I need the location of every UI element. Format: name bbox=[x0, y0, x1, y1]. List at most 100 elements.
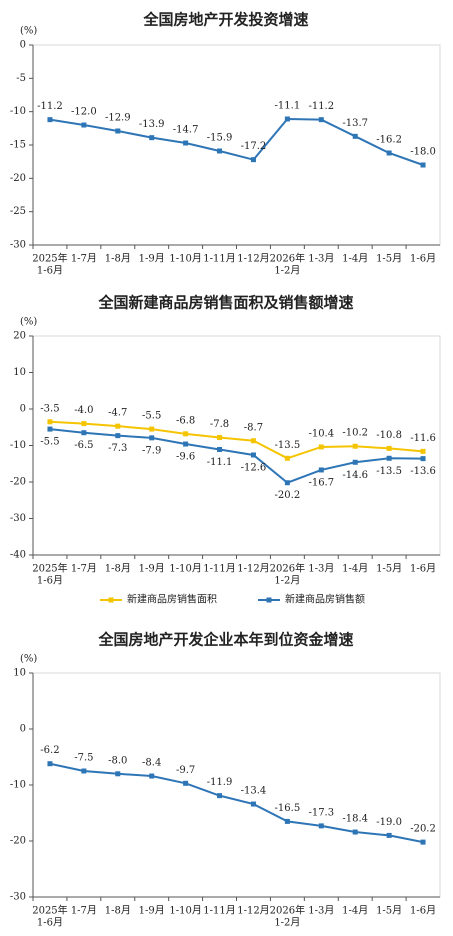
value-label: -17.2 bbox=[241, 141, 267, 152]
x-tick-label: 1-4月 bbox=[342, 563, 368, 575]
point bbox=[318, 117, 324, 123]
point bbox=[352, 829, 358, 835]
point bbox=[115, 128, 121, 134]
x-tick-label: 2025年 bbox=[32, 252, 67, 265]
x-tick-label: 1-7月 bbox=[71, 253, 97, 265]
x-tick-label: 2026年 bbox=[270, 252, 305, 265]
point bbox=[217, 148, 223, 154]
point bbox=[217, 447, 223, 453]
x-tick-label: 1-11月 bbox=[203, 563, 235, 575]
value-label: -8.7 bbox=[244, 422, 263, 433]
value-label: -4.0 bbox=[74, 405, 93, 416]
x-tick-label: 1-6月 bbox=[37, 575, 63, 587]
point bbox=[352, 443, 358, 449]
legend-marker bbox=[266, 597, 272, 603]
point bbox=[149, 426, 155, 432]
point bbox=[420, 456, 426, 462]
value-label: -9.7 bbox=[176, 765, 195, 776]
point bbox=[386, 150, 392, 156]
x-tick-label: 1-2月 bbox=[274, 917, 300, 929]
x-tick-label: 2026年 bbox=[270, 562, 305, 575]
value-label: -14.7 bbox=[173, 125, 199, 136]
value-label: -12.0 bbox=[71, 107, 97, 118]
y-tick-label: 0 bbox=[20, 40, 26, 51]
x-tick-label: 1-10月 bbox=[169, 905, 201, 917]
point bbox=[183, 780, 189, 786]
point bbox=[47, 419, 53, 425]
value-label: -16.5 bbox=[275, 803, 301, 814]
x-tick-label: 1-4月 bbox=[342, 253, 368, 265]
x-tick-label: 1-2月 bbox=[274, 575, 300, 587]
series-line bbox=[49, 117, 424, 166]
point bbox=[284, 818, 290, 824]
value-label: -11.2 bbox=[308, 101, 334, 112]
point bbox=[47, 761, 53, 767]
x-tick-label: 1-10月 bbox=[169, 253, 201, 265]
point bbox=[250, 801, 256, 807]
value-label: -4.7 bbox=[108, 408, 127, 419]
x-tick-label: 1-6月 bbox=[410, 563, 436, 575]
value-label: -5.5 bbox=[142, 411, 161, 422]
value-label: -10.4 bbox=[308, 428, 334, 439]
x-tick-label: 2025年 bbox=[32, 904, 67, 917]
x-tick-label: 1-2月 bbox=[274, 265, 300, 277]
chart-title: 全国房地产开发企业本年到位资金增速 bbox=[97, 631, 353, 649]
point bbox=[318, 467, 324, 473]
y-tick-label: -20 bbox=[10, 836, 26, 847]
point bbox=[250, 157, 256, 163]
point bbox=[420, 162, 426, 168]
y-tick-label: -30 bbox=[10, 892, 26, 903]
chart-title: 全国房地产开发投资增速 bbox=[142, 11, 308, 29]
y-tick-label: -25 bbox=[10, 206, 26, 217]
value-label: -13.4 bbox=[241, 786, 267, 797]
x-tick-label: 1-7月 bbox=[71, 905, 97, 917]
plot-frame bbox=[32, 335, 441, 556]
value-label: -6.8 bbox=[176, 415, 195, 426]
point bbox=[149, 435, 155, 441]
value-label: -13.6 bbox=[410, 466, 436, 477]
y-unit: (%) bbox=[20, 654, 37, 665]
point bbox=[217, 434, 223, 440]
point bbox=[47, 426, 53, 432]
x-tick-label: 1-12月 bbox=[237, 563, 269, 575]
value-label: -8.4 bbox=[142, 758, 161, 769]
series-line bbox=[49, 428, 424, 484]
value-label: -17.3 bbox=[308, 807, 334, 818]
value-label: -11.6 bbox=[410, 433, 436, 444]
point bbox=[420, 839, 426, 845]
legend-label: 新建商品房销售额 bbox=[285, 593, 365, 606]
x-tick-label: 1-3月 bbox=[308, 563, 334, 575]
point bbox=[386, 445, 392, 451]
x-tick-label: 1-6月 bbox=[37, 917, 63, 929]
x-tick-label: 1-8月 bbox=[105, 563, 131, 575]
y-tick-label: -5 bbox=[16, 73, 26, 84]
point bbox=[284, 480, 290, 486]
value-label: -6.5 bbox=[74, 440, 93, 451]
point bbox=[115, 433, 121, 439]
value-label: -16.2 bbox=[376, 135, 402, 146]
point bbox=[183, 441, 189, 447]
point bbox=[183, 431, 189, 437]
x-tick-label: 1-11月 bbox=[203, 905, 235, 917]
point bbox=[250, 452, 256, 458]
x-tick-label: 1-5月 bbox=[376, 905, 402, 917]
x-tick-label: 1-3月 bbox=[308, 253, 334, 265]
point bbox=[318, 823, 324, 829]
x-tick-label: 1-5月 bbox=[376, 563, 402, 575]
x-tick-label: 1-11月 bbox=[203, 253, 235, 265]
value-label: -13.7 bbox=[342, 118, 368, 129]
value-label: -11.9 bbox=[207, 777, 233, 788]
x-tick-label: 1-3月 bbox=[308, 905, 334, 917]
legend-label: 新建商品房销售面积 bbox=[127, 593, 217, 606]
series-line bbox=[49, 762, 424, 844]
value-label: -11.1 bbox=[207, 457, 233, 468]
value-label: -20.2 bbox=[410, 824, 436, 835]
point bbox=[149, 773, 155, 779]
legend-marker bbox=[108, 597, 114, 603]
point bbox=[284, 455, 290, 461]
point bbox=[352, 133, 358, 139]
point bbox=[318, 444, 324, 450]
point bbox=[81, 421, 87, 427]
value-label: -18.4 bbox=[342, 814, 368, 825]
y-tick-label: -10 bbox=[10, 780, 26, 791]
